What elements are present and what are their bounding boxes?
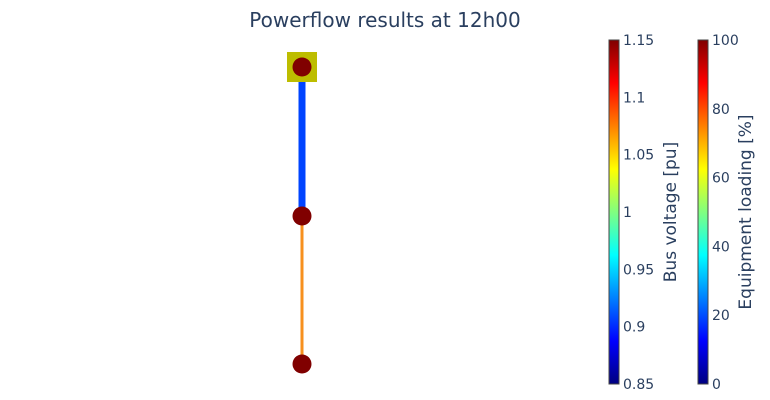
colorbar-tick-label: 0 <box>712 377 721 393</box>
colorbar-tick-label: 0.9 <box>623 320 645 336</box>
colorbar-tick-label: 1.1 <box>623 90 645 106</box>
colorbar-tick-label: 60 <box>712 171 730 187</box>
chart-title: Powerflow results at 12h00 <box>249 8 520 32</box>
colorbar-tick-label: 1.05 <box>623 148 654 164</box>
bus-node-1 <box>292 57 312 77</box>
colorbar-tick-label: 40 <box>712 239 730 255</box>
colorbar-title: Equipment loading [%] <box>736 114 756 309</box>
colorbar-tick-label: 0.95 <box>623 262 654 278</box>
bus-layer <box>292 57 312 374</box>
colorbar-gradient <box>697 39 709 385</box>
colorbar-tick-label: 1 <box>623 205 632 221</box>
bus-node-2 <box>292 206 312 226</box>
loading-colorbar: 0 20 40 60 80 100 Equipment loading [%] <box>697 33 756 393</box>
colorbar-tick-label: 80 <box>712 102 730 118</box>
colorbar-tick-label: 20 <box>712 308 730 324</box>
voltage-colorbar: 0.85 0.9 0.95 1 1.05 1.1 1.15 Bus voltage [pu] <box>608 33 681 393</box>
colorbar-tick-label: 100 <box>712 33 739 49</box>
bus-node-3 <box>292 354 312 374</box>
colorbar-gradient <box>608 39 620 385</box>
colorbar-tick-label: 1.15 <box>623 33 654 49</box>
colorbar-title: Bus voltage [pu] <box>661 142 681 282</box>
colorbar-tick-label: 0.85 <box>623 377 654 393</box>
